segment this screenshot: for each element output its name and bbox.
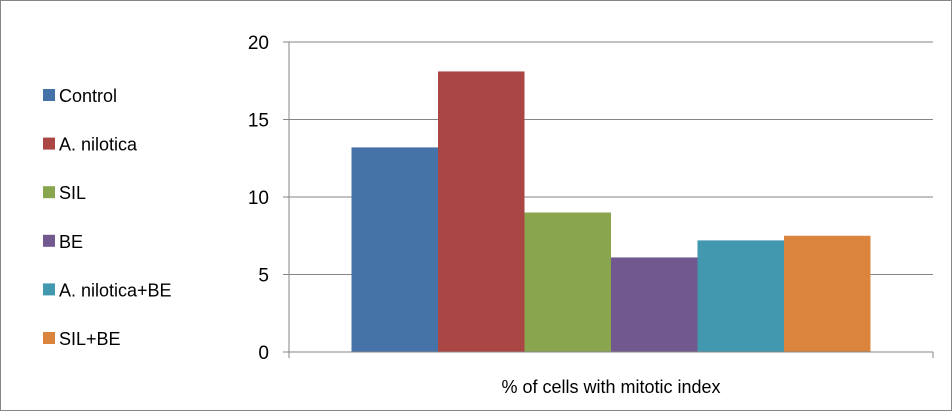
x-category-label: % of cells with mitotic index xyxy=(501,377,720,397)
bar-be xyxy=(611,257,698,352)
y-tick-label: 15 xyxy=(248,111,269,132)
legend-swatch xyxy=(43,283,55,296)
bar-sil xyxy=(524,212,611,352)
bar-a-nilotica-be xyxy=(697,240,784,352)
axes xyxy=(283,41,934,358)
legend-swatch xyxy=(43,137,55,150)
legend-label: BE xyxy=(59,232,83,252)
bar-a-nilotica xyxy=(438,71,525,352)
legend-swatch xyxy=(43,234,55,247)
legend: Control A. nilotica SIL BE A. nilotica+BE SIL… xyxy=(43,86,172,349)
y-tick-label: 5 xyxy=(258,266,269,287)
legend-label: A. nilotica+BE xyxy=(59,280,172,300)
legend-swatch xyxy=(43,186,55,199)
legend-label: SIL+BE xyxy=(59,329,121,349)
legend-label: SIL xyxy=(59,183,86,203)
y-tick-labels: 0 5 10 15 20 xyxy=(248,33,269,364)
y-tick-label: 10 xyxy=(248,188,269,209)
legend-swatch xyxy=(43,89,55,101)
y-tick-label: 0 xyxy=(258,343,269,364)
bar-control xyxy=(351,147,438,352)
legend-swatch xyxy=(43,332,55,344)
bar-sil-be xyxy=(784,235,871,352)
legend-label: A. nilotica xyxy=(59,135,138,155)
y-tick-label: 20 xyxy=(248,33,269,54)
bars xyxy=(351,71,871,352)
legend-label: Control xyxy=(59,86,117,106)
